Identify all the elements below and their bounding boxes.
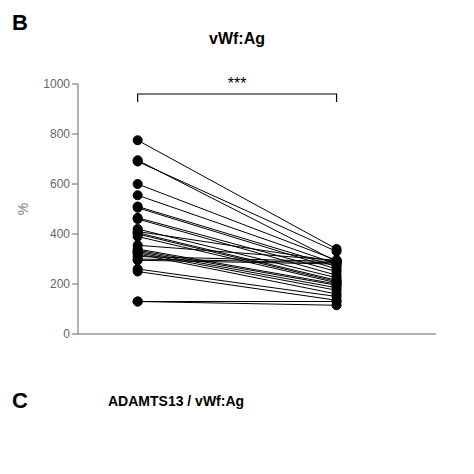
- svg-text:***: ***: [228, 75, 247, 92]
- svg-text:0: 0: [63, 327, 70, 341]
- html-text:vWf:Ag: vWf:Ag: [209, 30, 265, 47]
- svg-text:%: %: [15, 203, 31, 215]
- html-text:ADAMTS13 / vWf:Ag: ADAMTS13 / vWf:Ag: [108, 393, 245, 409]
- svg-text:400: 400: [50, 227, 70, 241]
- svg-text:800: 800: [50, 127, 70, 141]
- html-text:B: B: [12, 10, 28, 35]
- svg-text:1000: 1000: [43, 77, 70, 91]
- html-text:C: C: [12, 388, 28, 413]
- svg-text:600: 600: [50, 177, 70, 191]
- svg-text:200: 200: [50, 277, 70, 291]
